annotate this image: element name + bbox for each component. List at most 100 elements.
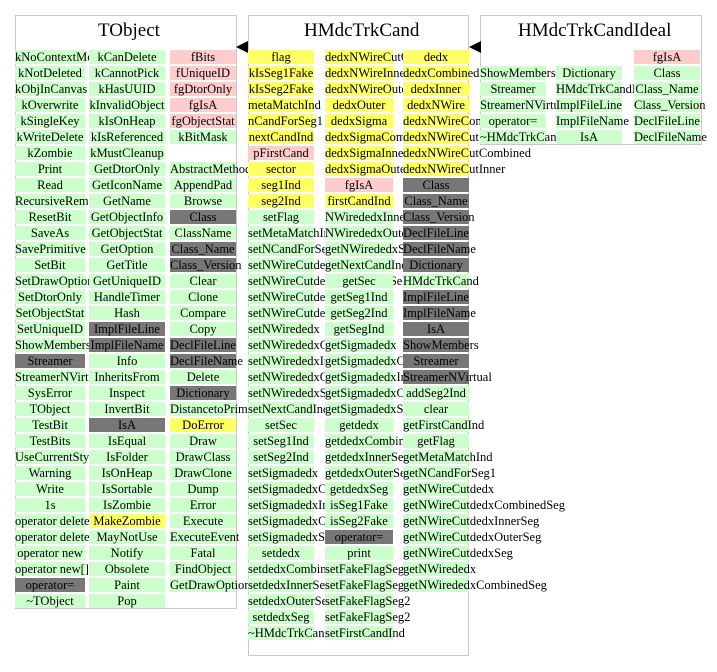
member-entry[interactable]: fgIsA [634, 50, 700, 64]
member-entry[interactable]: ImplFileName [403, 306, 476, 320]
member-entry[interactable]: ~HMdcTrkCand [248, 626, 331, 640]
member-entry[interactable]: ExecuteEvent [170, 530, 240, 544]
member-entry[interactable]: GetIconName [89, 178, 165, 192]
member-entry[interactable]: setNWireCutdedxCombinedSeg [248, 274, 409, 288]
member-entry[interactable]: sector [248, 162, 314, 176]
member-entry[interactable]: Streamer [15, 354, 85, 368]
member-entry[interactable]: isSeg1Fake [325, 498, 393, 512]
member-entry[interactable]: 1s [15, 498, 85, 512]
member-entry[interactable]: Error [170, 498, 236, 512]
member-entry[interactable]: fgIsA [170, 98, 236, 112]
member-entry[interactable]: operator delete [15, 514, 90, 528]
member-entry[interactable]: getNWirededxCombinedSeg [403, 578, 547, 592]
member-entry[interactable]: Copy [170, 322, 236, 336]
member-entry[interactable]: isSeg2Fake [325, 514, 393, 528]
member-entry[interactable]: Class_Version [170, 258, 242, 272]
member-entry[interactable]: Delete [170, 370, 236, 384]
member-entry[interactable]: HMdcTrkCand [403, 274, 479, 288]
member-entry[interactable]: Obsolete [89, 562, 165, 576]
member-entry[interactable]: IsSortable [89, 482, 165, 496]
member-entry[interactable]: getFirstCandInd [403, 418, 485, 432]
member-entry[interactable]: SysError [15, 386, 85, 400]
member-entry[interactable]: MakeZombie [89, 514, 165, 528]
member-entry[interactable]: dedxSigmaOuter [325, 162, 410, 176]
member-entry[interactable]: kNoContextMenu [15, 50, 106, 64]
member-entry[interactable]: setNCandForSeg1 [248, 242, 340, 256]
member-entry[interactable]: getNWireCutdedxInnerSeg [403, 514, 540, 528]
member-entry[interactable]: setSigmadedx [248, 466, 319, 480]
member-entry[interactable]: SetObjectStat [15, 306, 85, 320]
member-entry[interactable]: Pop [89, 594, 165, 608]
member-entry[interactable]: setdedxCombinedSeg [248, 562, 358, 576]
member-entry[interactable]: dedxCombined [403, 66, 480, 80]
member-entry[interactable]: DeclFileName [170, 354, 243, 368]
member-entry[interactable]: GetObjectStat [89, 226, 165, 240]
member-entry[interactable]: Dictionary [403, 258, 469, 272]
member-entry[interactable]: IsA [89, 418, 165, 432]
member-entry[interactable]: kIsSeg2Fake [248, 82, 314, 96]
member-entry[interactable]: setSeg2Ind [248, 450, 314, 464]
member-entry[interactable]: getSigmadedxInnerSeg [325, 370, 442, 384]
member-entry[interactable]: Dictionary [170, 386, 236, 400]
member-entry[interactable]: DeclFileName [634, 130, 707, 144]
member-entry[interactable]: Fatal [170, 546, 236, 560]
member-entry[interactable]: metaMatchInd [248, 98, 321, 112]
member-entry[interactable]: ImplFileName [556, 114, 629, 128]
member-entry[interactable]: getNWireCutdedxSeg [403, 546, 513, 560]
member-entry[interactable]: getSigmadedx [325, 338, 397, 352]
member-entry[interactable]: kNotDeleted [15, 66, 85, 80]
member-entry[interactable]: dedxNWireCut [403, 130, 479, 144]
member-entry[interactable]: operator new[] [15, 562, 89, 576]
member-entry[interactable]: fBits [170, 50, 236, 64]
member-entry[interactable]: getNWireCutdedxOuterSeg [403, 530, 542, 544]
member-entry[interactable]: flag [248, 50, 314, 64]
member-entry[interactable]: UseCurrentStyle [15, 450, 99, 464]
member-entry[interactable]: addSeg2Ind [403, 386, 469, 400]
member-entry[interactable]: kIsSeg1Fake [248, 66, 314, 80]
member-entry[interactable]: Dump [170, 482, 236, 496]
member-entry[interactable]: MayNotUse [89, 530, 165, 544]
member-entry[interactable]: setNWireCutdedxOuterSeg [248, 306, 385, 320]
member-entry[interactable]: IsEqual [89, 434, 165, 448]
member-entry[interactable]: Notify [89, 546, 165, 560]
member-entry[interactable]: Streamer [403, 354, 469, 368]
member-entry[interactable]: NWirededxInnerSeg [325, 210, 428, 224]
member-entry[interactable]: FindObject [170, 562, 236, 576]
member-entry[interactable]: getSigmadedxSeg [325, 402, 416, 416]
member-entry[interactable]: StreamerNVirtual [15, 370, 104, 384]
member-entry[interactable]: dedxNWireCutOuter [325, 50, 430, 64]
member-entry[interactable]: getNextCandInd [325, 258, 408, 272]
member-entry[interactable]: Read [15, 178, 85, 192]
member-entry[interactable]: IsA [556, 130, 622, 144]
member-entry[interactable]: getNWireCutdedxCombinedSeg [403, 498, 565, 512]
member-entry[interactable]: IsOnHeap [89, 466, 165, 480]
member-entry[interactable]: kMustCleanup [89, 146, 165, 160]
member-entry[interactable]: SaveAs [15, 226, 85, 240]
member-entry[interactable]: kInvalidObject [89, 98, 165, 112]
member-entry[interactable]: SetDrawOption [15, 274, 94, 288]
member-entry[interactable]: setNWireCutdedxInnerSeg [248, 290, 383, 304]
member-entry[interactable]: setSigmadedxOuterSeg [248, 514, 366, 528]
member-entry[interactable]: DeclFileLine [403, 226, 469, 240]
member-entry[interactable]: operator new [15, 546, 85, 560]
member-entry[interactable]: dedxNWireCutInner [403, 162, 506, 176]
member-entry[interactable]: Info [89, 354, 165, 368]
member-entry[interactable]: ImplFileLine [556, 98, 622, 112]
member-entry[interactable]: operator= [15, 578, 85, 592]
member-entry[interactable]: Write [15, 482, 85, 496]
member-entry[interactable]: getSegInd [325, 322, 393, 336]
member-entry[interactable]: getMetaMatchInd [403, 450, 493, 464]
member-entry[interactable]: getSec [325, 274, 393, 288]
member-entry[interactable]: dedxInner [403, 82, 469, 96]
member-entry[interactable]: dedxNWireOuter [325, 82, 412, 96]
member-entry[interactable]: operator= [325, 530, 393, 544]
member-entry[interactable]: Execute [170, 514, 236, 528]
member-entry[interactable]: setFakeFlagSeg2 [325, 610, 411, 624]
member-entry[interactable]: setNWirededxCombinedSeg [248, 338, 391, 352]
member-entry[interactable]: GetDtorOnly [89, 162, 165, 176]
member-entry[interactable]: kSingleKey [15, 114, 85, 128]
member-entry[interactable]: kHasUUID [89, 82, 165, 96]
member-entry[interactable]: DistancetoPrimitive [170, 402, 270, 416]
member-entry[interactable]: dedxOuter [325, 98, 393, 112]
member-entry[interactable]: dedxNWireCombined [403, 114, 513, 128]
